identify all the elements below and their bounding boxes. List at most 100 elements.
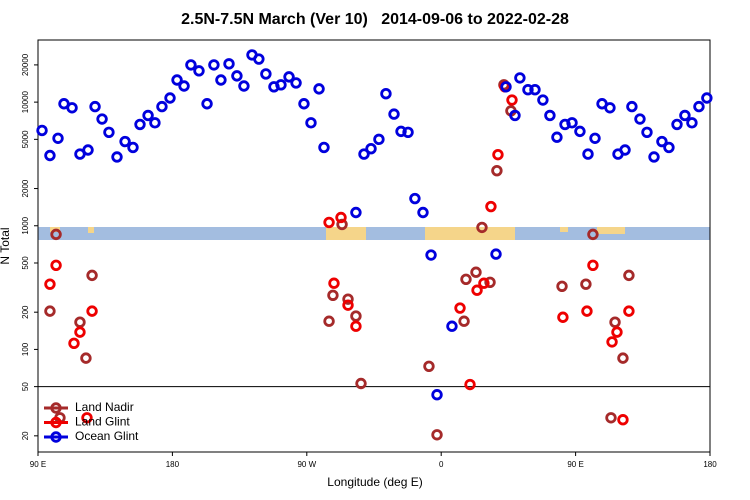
point bbox=[623, 269, 635, 282]
y-tick-label: 20 bbox=[21, 431, 30, 440]
point bbox=[423, 360, 435, 373]
point bbox=[484, 276, 496, 288]
point bbox=[446, 320, 458, 332]
point bbox=[260, 68, 272, 80]
point bbox=[587, 259, 599, 271]
point bbox=[566, 117, 578, 129]
point bbox=[89, 100, 101, 113]
point bbox=[641, 126, 653, 139]
point bbox=[313, 83, 325, 95]
point bbox=[142, 109, 154, 122]
point bbox=[323, 315, 335, 327]
point bbox=[305, 117, 317, 129]
point bbox=[626, 100, 638, 113]
point bbox=[470, 266, 482, 278]
point bbox=[134, 118, 146, 131]
legend-label: Land Glint bbox=[75, 415, 130, 429]
y-tick-label: 200 bbox=[21, 305, 30, 319]
x-tick-label: 180 bbox=[166, 460, 180, 469]
point bbox=[103, 126, 115, 139]
point bbox=[358, 148, 370, 160]
point bbox=[318, 141, 330, 154]
point bbox=[587, 228, 599, 241]
point bbox=[290, 77, 302, 89]
point bbox=[74, 316, 86, 328]
point bbox=[253, 53, 265, 65]
y-tick-label: 1000 bbox=[21, 216, 30, 234]
point bbox=[663, 141, 675, 154]
point bbox=[686, 117, 698, 129]
point bbox=[609, 316, 621, 328]
point bbox=[557, 311, 569, 323]
y-tick-label: 100 bbox=[21, 342, 30, 356]
point bbox=[81, 412, 93, 424]
point bbox=[544, 109, 556, 122]
point bbox=[323, 216, 335, 229]
point bbox=[454, 302, 466, 314]
point bbox=[617, 414, 629, 426]
point bbox=[606, 336, 618, 348]
point bbox=[478, 277, 490, 289]
point bbox=[574, 125, 586, 138]
point bbox=[36, 124, 48, 137]
map-band bbox=[38, 227, 710, 240]
point bbox=[119, 135, 131, 148]
point bbox=[82, 144, 94, 156]
point bbox=[500, 81, 512, 93]
point bbox=[425, 249, 437, 261]
plot-frame bbox=[37, 39, 711, 453]
point bbox=[417, 206, 429, 219]
point bbox=[178, 80, 190, 92]
point bbox=[283, 71, 295, 83]
point bbox=[127, 141, 139, 154]
point bbox=[328, 277, 340, 289]
point bbox=[50, 259, 62, 271]
point bbox=[373, 133, 385, 146]
chart-title: 2.5N-7.5N March (Ver 10) 2014-09-06 to 2… bbox=[181, 11, 569, 28]
point bbox=[336, 218, 348, 231]
point bbox=[485, 200, 497, 213]
point bbox=[342, 293, 354, 305]
point bbox=[68, 337, 80, 350]
point bbox=[589, 132, 601, 144]
point bbox=[208, 59, 220, 71]
point bbox=[611, 326, 623, 338]
point bbox=[656, 135, 668, 148]
point bbox=[388, 108, 400, 120]
point bbox=[86, 305, 98, 317]
point bbox=[460, 273, 472, 285]
point bbox=[537, 94, 549, 106]
point bbox=[44, 149, 56, 162]
point bbox=[431, 429, 443, 441]
point bbox=[581, 305, 593, 317]
point bbox=[617, 352, 629, 364]
x-axis-label: Longitude (deg E) bbox=[327, 475, 422, 489]
point bbox=[471, 284, 483, 296]
y-tick-label: 2000 bbox=[21, 179, 30, 197]
point bbox=[149, 117, 161, 129]
legend-label: Land Nadir bbox=[75, 400, 134, 414]
point bbox=[96, 113, 108, 125]
point bbox=[231, 70, 243, 82]
y-tick-label: 10000 bbox=[21, 90, 30, 113]
point bbox=[66, 102, 78, 114]
point bbox=[464, 378, 476, 391]
point bbox=[327, 289, 339, 301]
point bbox=[671, 118, 683, 131]
point bbox=[395, 125, 407, 138]
point bbox=[171, 74, 183, 86]
point bbox=[44, 305, 56, 317]
point bbox=[335, 211, 347, 224]
point bbox=[648, 151, 660, 163]
y-tick-label: 500 bbox=[21, 256, 30, 270]
point bbox=[431, 389, 443, 401]
point bbox=[490, 248, 502, 260]
point bbox=[679, 109, 691, 122]
x-tick-label: 180 bbox=[703, 460, 717, 469]
point bbox=[580, 278, 592, 290]
point bbox=[522, 84, 534, 96]
point bbox=[223, 58, 235, 70]
x-tick-label: 0 bbox=[439, 460, 444, 469]
point bbox=[619, 144, 631, 156]
point bbox=[111, 151, 123, 163]
